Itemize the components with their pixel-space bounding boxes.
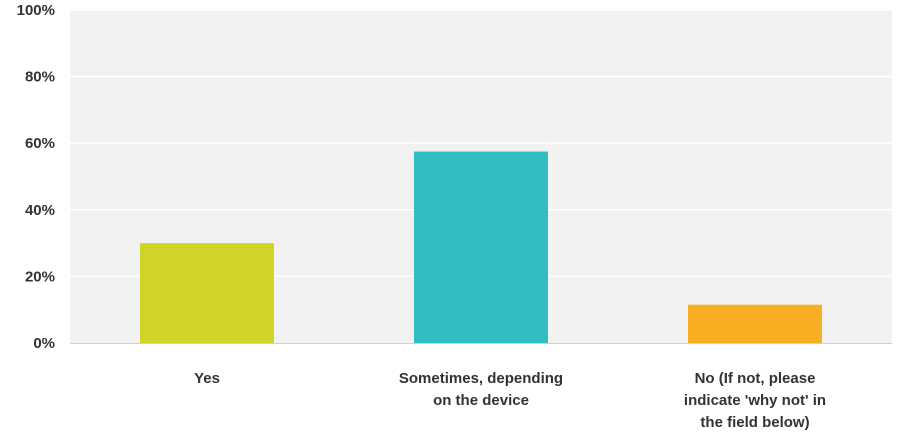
category-labels: Yes Sometimes, depending on the device No (… [194,370,826,431]
category-label: No (If not, please indicate 'why not' in t… [684,370,826,431]
y-tick-label: 80% [25,69,55,86]
y-tick-label: 20% [25,268,55,285]
category-label-line: Sometimes, depending [399,370,563,387]
category-label-line: on the device [433,392,529,409]
category-label: Yes [194,370,220,387]
category-label-line: the field below) [700,414,809,431]
bar [140,243,274,343]
y-tick-label: 60% [25,135,55,152]
y-tick-label: 40% [25,202,55,219]
category-label: Sometimes, depending on the device [399,370,563,409]
y-tick-label: 0% [33,335,55,352]
y-tick-label: 100% [17,2,55,19]
category-label-line: No (If not, please [695,370,816,387]
bar [688,305,822,343]
bar [414,152,548,343]
category-label-line: Yes [194,370,220,387]
category-label-line: indicate 'why not' in [684,392,826,409]
y-axis-tick-labels: 0% 20% 40% 60% 80% 100% [17,2,55,352]
